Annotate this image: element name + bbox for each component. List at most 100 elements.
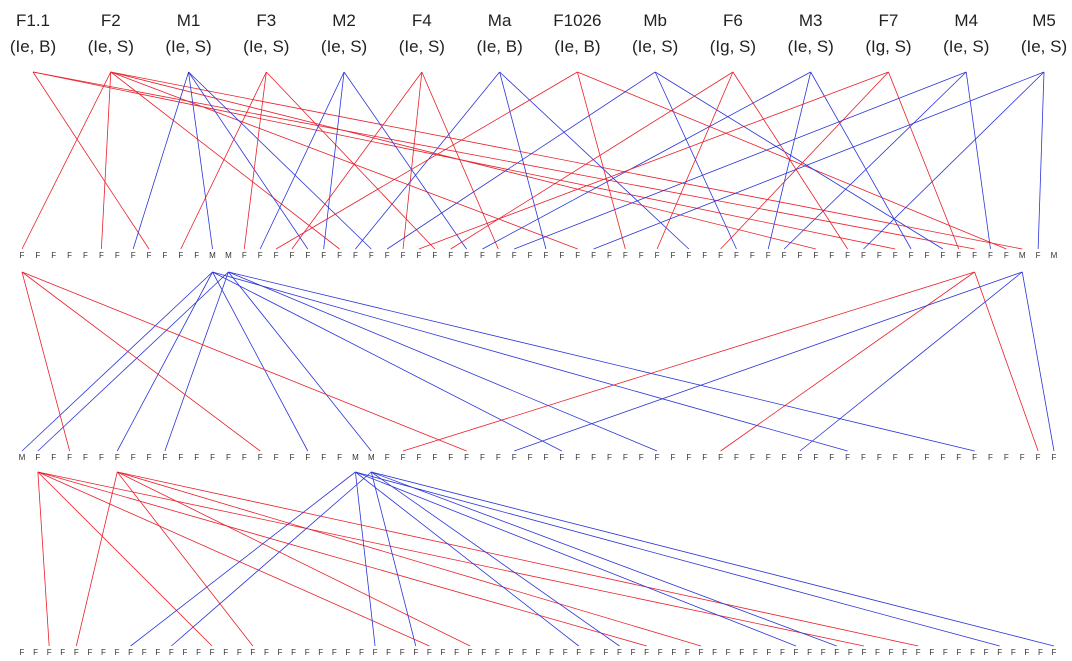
descent-line [259, 71, 345, 250]
offspring-label: F [655, 453, 660, 462]
offspring-label: F [416, 453, 421, 462]
offspring-label: F [464, 251, 469, 260]
descent-line [116, 271, 213, 452]
descent-line [228, 271, 372, 452]
descent-line [1037, 71, 1045, 250]
offspring-label: F [448, 251, 453, 260]
offspring-label: F [1020, 453, 1025, 462]
offspring-label: F [543, 453, 548, 462]
offspring-label: F [889, 648, 894, 657]
offspring-label: F [528, 251, 533, 260]
descent-line [228, 271, 975, 452]
offspring-label: F [20, 648, 25, 657]
offspring-label: F [861, 453, 866, 462]
descent-line [132, 71, 189, 250]
offspring-label: F [278, 648, 283, 657]
descent-line [1021, 271, 1055, 452]
offspring-label: F [242, 251, 247, 260]
offspring-label: F [798, 251, 803, 260]
offspring-label: F [1024, 648, 1029, 657]
descent-line [21, 271, 71, 452]
offspring-label: F [337, 453, 342, 462]
founder-m3: M3 (Ie, S) [788, 11, 834, 56]
offspring-label: F [1036, 453, 1041, 462]
descent-line [499, 71, 547, 250]
founder-descriptor: (Ig, S) [710, 37, 756, 56]
founder-name: F6 [723, 11, 743, 30]
offspring-label: F [718, 453, 723, 462]
offspring-label: F [481, 648, 486, 657]
descent-line [110, 71, 816, 250]
offspring-label: F [87, 648, 92, 657]
offspring-label: F [321, 251, 326, 260]
descent-line [965, 71, 991, 250]
offspring-label: F [753, 648, 758, 657]
offspring-label: F [655, 251, 660, 260]
descent-line [37, 271, 229, 452]
descent-line [421, 71, 499, 250]
descent-line [117, 471, 919, 647]
founder-name: M5 [1032, 11, 1056, 30]
founder-descriptor: (Ie, S) [632, 37, 678, 56]
offspring-label: F [575, 251, 580, 260]
descent-line [212, 271, 309, 452]
offspring-label: F [702, 453, 707, 462]
founder-descriptor: (Ie, S) [88, 37, 134, 56]
offspring-label: F [734, 453, 739, 462]
offspring-label: F [943, 648, 948, 657]
offspring-label: F [916, 648, 921, 657]
offspring-label: F [99, 453, 104, 462]
founder-descriptor: (Ie, S) [399, 37, 445, 56]
offspring-label: F [401, 453, 406, 462]
offspring-label: F [337, 251, 342, 260]
offspring-label: F [258, 453, 263, 462]
descent-line [32, 71, 975, 250]
offspring-label: F [956, 251, 961, 260]
offspring-label: F [210, 648, 215, 657]
descent-line [355, 71, 500, 250]
founder-labels: F1.1(Ie, B)F2(Ie, S)M1(Ie, S)F3(Ie, S)M2… [10, 11, 1067, 56]
offspring-label: F [549, 648, 554, 657]
offspring-label: F [162, 251, 167, 260]
descent-line [21, 271, 467, 452]
offspring-label: F [242, 453, 247, 462]
offspring-label: F [1004, 453, 1009, 462]
offspring-label: F [603, 648, 608, 657]
founder-descriptor: (Ig, S) [865, 37, 911, 56]
offspring-label: F [169, 648, 174, 657]
founder-f1026: F1026 (Ie, B) [553, 11, 601, 56]
founder-descriptor: (Ie, B) [10, 37, 56, 56]
offspring-label: F [385, 453, 390, 462]
offspring-label: F [590, 648, 595, 657]
offspring-label: F [782, 453, 787, 462]
offspring-label: F [413, 648, 418, 657]
offspring-label: M [352, 453, 359, 462]
offspring-label: F [321, 453, 326, 462]
descent-line [386, 71, 656, 250]
offspring-label: F [1004, 251, 1009, 260]
descent-line [171, 471, 372, 647]
founder-name: F2 [101, 11, 121, 30]
offspring-label: F [51, 251, 56, 260]
descent-lines [21, 71, 1055, 647]
descent-line [576, 71, 626, 250]
descent-line [499, 71, 690, 250]
offspring-label: F [162, 453, 167, 462]
offspring-label: F [20, 251, 25, 260]
offspring-label: F [639, 251, 644, 260]
descent-line [355, 471, 376, 647]
offspring-label: F [67, 453, 72, 462]
offspring-label: F [699, 648, 704, 657]
offspring-label: F [345, 648, 350, 657]
descent-line [275, 71, 578, 250]
offspring-label: F [522, 648, 527, 657]
offspring-label: M [1051, 251, 1058, 260]
offspring-label: F [155, 648, 160, 657]
offspring-label: F [861, 251, 866, 260]
offspring-label: F [702, 251, 707, 260]
descent-line [720, 71, 889, 250]
founder-f3: F3 (Ie, S) [243, 11, 289, 56]
offspring-label: F [468, 648, 473, 657]
offspring-label: F [734, 251, 739, 260]
offspring-label: F [432, 251, 437, 260]
